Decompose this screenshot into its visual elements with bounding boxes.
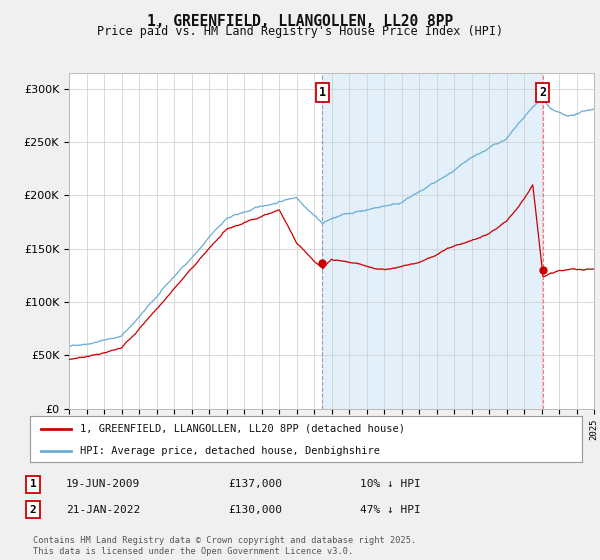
Text: 1, GREENFIELD, LLANGOLLEN, LL20 8PP (detached house): 1, GREENFIELD, LLANGOLLEN, LL20 8PP (det… <box>80 424 404 434</box>
Text: Contains HM Land Registry data © Crown copyright and database right 2025.
This d: Contains HM Land Registry data © Crown c… <box>33 536 416 556</box>
Text: HPI: Average price, detached house, Denbighshire: HPI: Average price, detached house, Denb… <box>80 446 380 455</box>
Text: 1: 1 <box>319 86 326 99</box>
Text: 19-JUN-2009: 19-JUN-2009 <box>66 479 140 489</box>
Text: 1, GREENFIELD, LLANGOLLEN, LL20 8PP: 1, GREENFIELD, LLANGOLLEN, LL20 8PP <box>147 14 453 29</box>
Text: 47% ↓ HPI: 47% ↓ HPI <box>360 505 421 515</box>
Text: 2: 2 <box>539 86 546 99</box>
Text: 10% ↓ HPI: 10% ↓ HPI <box>360 479 421 489</box>
Text: 1: 1 <box>29 479 37 489</box>
Text: £130,000: £130,000 <box>228 505 282 515</box>
Text: 21-JAN-2022: 21-JAN-2022 <box>66 505 140 515</box>
Bar <box>322 73 542 409</box>
Text: Price paid vs. HM Land Registry's House Price Index (HPI): Price paid vs. HM Land Registry's House … <box>97 25 503 38</box>
Text: £137,000: £137,000 <box>228 479 282 489</box>
Text: 2: 2 <box>29 505 37 515</box>
